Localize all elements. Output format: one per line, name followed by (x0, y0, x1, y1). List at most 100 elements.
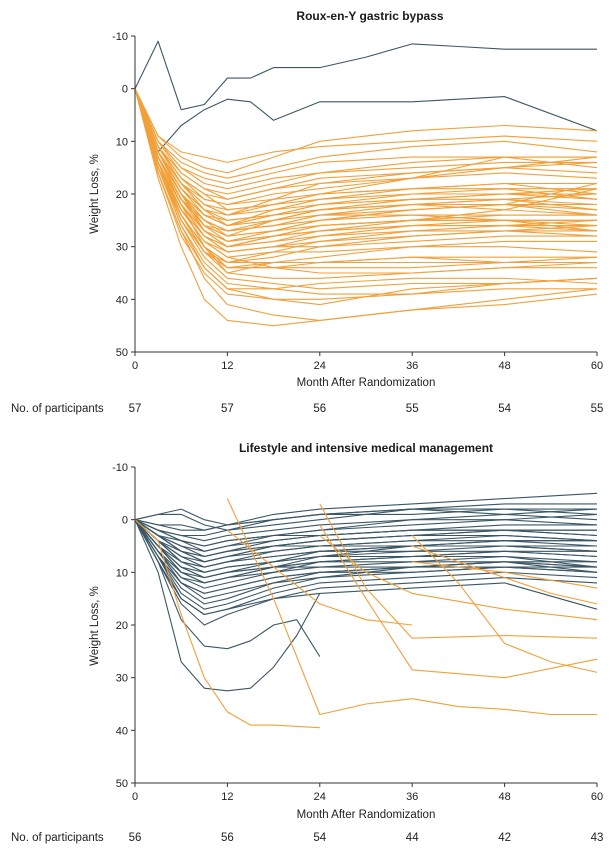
surgery-series-line (412, 545, 598, 605)
y-tick-label: 40 (116, 725, 128, 737)
x-tick-label: 36 (406, 791, 418, 803)
x-tick-label: 0 (132, 791, 138, 803)
surgery-series-line (412, 561, 598, 589)
medical-series-line (134, 519, 597, 568)
series-lines (134, 40, 598, 327)
y-tick-label: 50 (116, 778, 128, 790)
x-tick-label: 48 (498, 360, 510, 372)
y-tick-label: 0 (122, 515, 128, 527)
surgery-series-line (134, 88, 598, 206)
y-tick-label: 20 (116, 620, 128, 632)
x-tick-label: 12 (221, 791, 233, 803)
surgery-series-line (134, 88, 598, 216)
surgery-series-line (134, 88, 598, 179)
series-lines (134, 492, 598, 729)
participants-label: No. of participants (11, 403, 104, 415)
participants-count: 57 (221, 403, 234, 415)
y-tick-label: 30 (116, 673, 128, 685)
participants-row: 57 57 56 55 54 55 (129, 403, 604, 415)
surgery-series-line (134, 88, 598, 300)
participants-count: 42 (498, 832, 511, 844)
surgery-series-line (411, 535, 598, 673)
medical-series-line (134, 519, 597, 594)
y-tick-label: -10 (112, 462, 128, 474)
medical-series-line (134, 519, 598, 547)
participants-count: 44 (406, 832, 419, 844)
y-tick-label: 10 (116, 567, 128, 579)
surgery-series-line (319, 524, 598, 679)
y-tick-label: -10 (112, 31, 128, 43)
participants-count: 55 (591, 403, 604, 415)
x-tick-label: 48 (498, 791, 510, 803)
y-tick-label: 0 (122, 84, 128, 96)
y-tick-label: 50 (116, 347, 128, 359)
surgery-series-line (134, 88, 598, 227)
participants-count: 56 (313, 403, 326, 415)
surgery-series-line (134, 88, 597, 227)
surgery-series-line (134, 88, 598, 174)
medical-series-line (134, 519, 597, 579)
x-tick-label: 60 (591, 791, 603, 803)
participants-count: 57 (129, 403, 142, 415)
medical-series-line (134, 519, 598, 563)
medical-series-line (134, 519, 321, 657)
y-axis-label: Weight Loss, % (89, 154, 101, 234)
medical-series-line (134, 519, 598, 584)
y-tick-label: 40 (116, 294, 128, 306)
medical-series-line (134, 88, 598, 153)
medical-series-line (134, 519, 598, 542)
surgery-series-line (134, 88, 597, 295)
axes: -10 0 10 20 30 40 50 0 12 24 36 48 60 (112, 31, 603, 372)
surgery-series-line (134, 88, 598, 290)
axes: -10 0 10 20 30 40 50 0 12 24 36 48 60 (112, 462, 603, 803)
medical-series-line (134, 519, 598, 563)
surgery-series-line (134, 88, 598, 163)
medical-series-line (134, 519, 598, 626)
participants-count: 55 (406, 403, 419, 415)
medical-series-line (134, 519, 597, 584)
y-tick-label: 20 (116, 189, 128, 201)
participants-label: No. of participants (11, 832, 104, 844)
panel-roux-en-y: Roux-en-Y gastric bypass -10 0 10 20 30 40 50 0… (11, 9, 603, 415)
participants-row: 56 56 54 44 42 43 (129, 832, 604, 844)
surgery-series-line (134, 88, 597, 211)
participants-count: 43 (591, 832, 604, 844)
x-tick-label: 36 (406, 360, 418, 372)
surgery-series-line (134, 88, 598, 269)
y-tick-label: 10 (116, 136, 128, 148)
medical-series-line (134, 40, 597, 111)
surgery-series-line (227, 529, 413, 626)
participants-count: 56 (129, 832, 142, 844)
surgery-series-line (319, 535, 598, 621)
surgery-series-line (226, 498, 413, 716)
medical-series-line (134, 508, 598, 552)
x-tick-label: 60 (591, 360, 603, 372)
medical-series-line (134, 508, 597, 531)
participants-count: 54 (313, 832, 326, 844)
participants-count: 56 (221, 832, 234, 844)
x-tick-label: 24 (314, 360, 326, 372)
y-tick-label: 30 (116, 242, 128, 254)
medical-series-line (134, 519, 321, 692)
x-axis-label: Month After Randomization (297, 809, 436, 821)
surgery-series-line (134, 88, 598, 221)
x-tick-label: 0 (132, 360, 138, 372)
x-tick-label: 12 (221, 360, 233, 372)
surgery-series-line (134, 88, 597, 206)
chart-title: Roux-en-Y gastric bypass (296, 9, 443, 23)
medical-series-line (134, 519, 597, 558)
x-axis-label: Month After Randomization (297, 377, 436, 389)
x-tick-label: 24 (314, 791, 326, 803)
chart-title: Lifestyle and intensive medical manageme… (239, 441, 493, 455)
medical-series-line (134, 492, 598, 526)
panel-lifestyle-medical: Lifestyle and intensive medical manageme… (11, 441, 603, 844)
surgery-series-line (134, 88, 597, 264)
y-axis-label: Weight Loss, % (89, 586, 101, 666)
surgery-series-line (134, 88, 597, 185)
surgery-series-line (134, 88, 598, 248)
medical-series-line (134, 519, 598, 616)
participants-count: 54 (498, 403, 511, 415)
surgery-series-line (134, 519, 320, 729)
surgery-series-line (134, 88, 598, 200)
